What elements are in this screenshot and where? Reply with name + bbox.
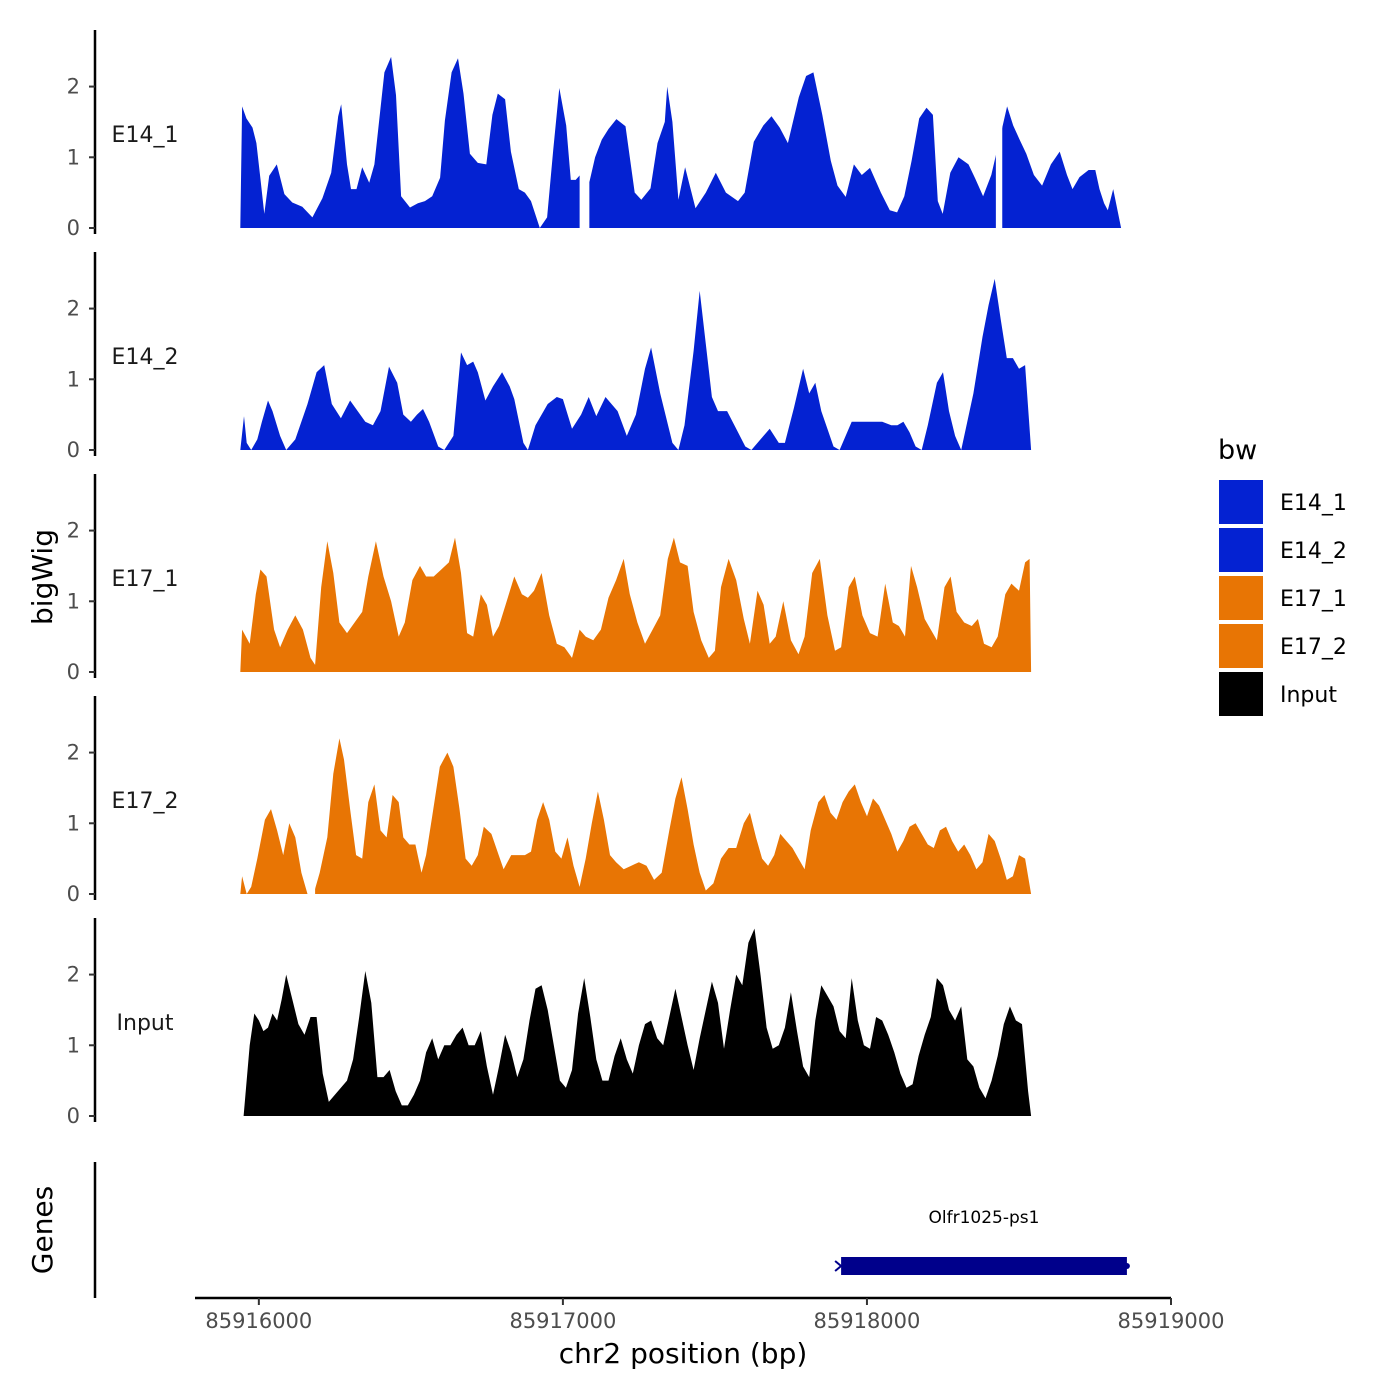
y-tick-label-E14_1-2: 2 [67,75,80,99]
legend-item-E14_1: E14_1 [1219,480,1347,524]
y-tick-label-E17_2-1: 1 [67,811,80,835]
legend-item-E14_2: E14_2 [1219,528,1347,572]
x-axis-title: chr2 position (bp) [559,1337,808,1370]
legend-swatch-E14_2 [1219,528,1263,572]
x-tick-label-85919000: 85919000 [1118,1309,1225,1333]
gene-body [841,1257,1127,1275]
gene-end-marker [1123,1263,1130,1269]
track-panel-Input: 0 1 2 Input [67,918,1032,1128]
gene-label: Olfr1025-ps1 [929,1208,1040,1228]
x-ticks-layer: 85916000 85917000 85918000 85919000 [205,1298,1224,1333]
y-tick-label-Input-1: 1 [67,1033,80,1057]
legend-swatch-Input [1219,672,1263,716]
tracks-layer: 0 1 2 E14_1 0 1 2 E14_2 0 1 2 E17_1 0 1 2 E17_2 0 1 2 Input [67,30,1122,1128]
legend-title: bw [1218,435,1257,466]
track-panel-E17_1: 0 1 2 E17_1 [67,474,1032,684]
track-gap-E14_1-1 [995,30,1003,230]
track-area-E17_1 [240,537,1032,672]
track-label-Input: Input [117,1011,174,1036]
y-tick-label-E14_2-1: 1 [67,367,80,391]
track-gap-E17_2-0 [312,696,316,896]
genes-layer: Olfr1025-ps1 [834,1208,1130,1275]
x-axis: 85916000 85917000 85918000 85919000 chr2 po… [195,1296,1224,1370]
legend-swatch-E14_1 [1219,480,1263,524]
legend-item-E17_1: E17_1 [1219,576,1347,620]
track-area-E14_1 [240,56,1122,229]
track-panel-E14_1: 0 1 2 E14_1 [67,30,1122,240]
y-tick-label-E17_1-2: 2 [67,519,80,543]
y-tick-label-E14_1-0: 0 [67,216,80,240]
legend: bw E14_1 E14_2 E17_1 E17_2 Input [1218,435,1347,716]
legend-item-E17_2: E17_2 [1219,624,1347,668]
y-tick-label-E17_2-0: 0 [67,882,80,906]
track-label-E14_2: E14_2 [112,345,179,370]
legend-swatch-E17_2 [1219,624,1263,668]
track-panel-E14_2: 0 1 2 E14_2 [67,252,1032,462]
track-label-E17_1: E17_1 [112,567,179,592]
y-tick-label-Input-0: 0 [67,1104,80,1128]
track-label-E14_1: E14_1 [112,123,179,148]
track-panel-E17_2: 0 1 2 E17_2 [67,696,1032,906]
y-tick-label-E14_2-0: 0 [67,438,80,462]
track-area-Input [243,928,1032,1116]
track-gap-E14_1-0 [579,30,590,230]
y-tick-label-E17_2-2: 2 [67,741,80,765]
legend-item-Input: Input [1219,672,1337,716]
x-tick-label-85916000: 85916000 [205,1309,312,1333]
y-tick-label-E17_1-1: 1 [67,589,80,613]
gene-strand-arrow [834,1260,843,1272]
y-tick-label-E17_1-0: 0 [67,660,80,684]
track-area-E17_2 [240,738,1032,894]
x-tick-label-85917000: 85917000 [509,1309,616,1333]
y-tick-label-E14_1-1: 1 [67,145,80,169]
x-tick-label-85918000: 85918000 [814,1309,921,1333]
legend-label-E17_1: E17_1 [1280,587,1347,612]
legend-label-E14_2: E14_2 [1280,539,1347,564]
y-tick-label-Input-2: 2 [67,963,80,987]
genes-axis-title: Genes [26,1186,59,1274]
legend-items: E14_1 E14_2 E17_1 E17_2 Input [1219,480,1347,716]
legend-label-E17_2: E17_2 [1280,635,1347,660]
gene-Olfr1025-ps1: Olfr1025-ps1 [834,1208,1130,1275]
track-label-E17_2: E17_2 [112,789,179,814]
y-tick-label-E14_2-2: 2 [67,297,80,321]
legend-label-E14_1: E14_1 [1280,491,1347,516]
legend-label-Input: Input [1280,683,1337,708]
legend-swatch-E17_1 [1219,576,1263,620]
genes-panel: Genes Olfr1025-ps1 [26,1162,1130,1298]
y-axis-title: bigWig [26,529,59,625]
track-area-E14_2 [240,278,1032,450]
